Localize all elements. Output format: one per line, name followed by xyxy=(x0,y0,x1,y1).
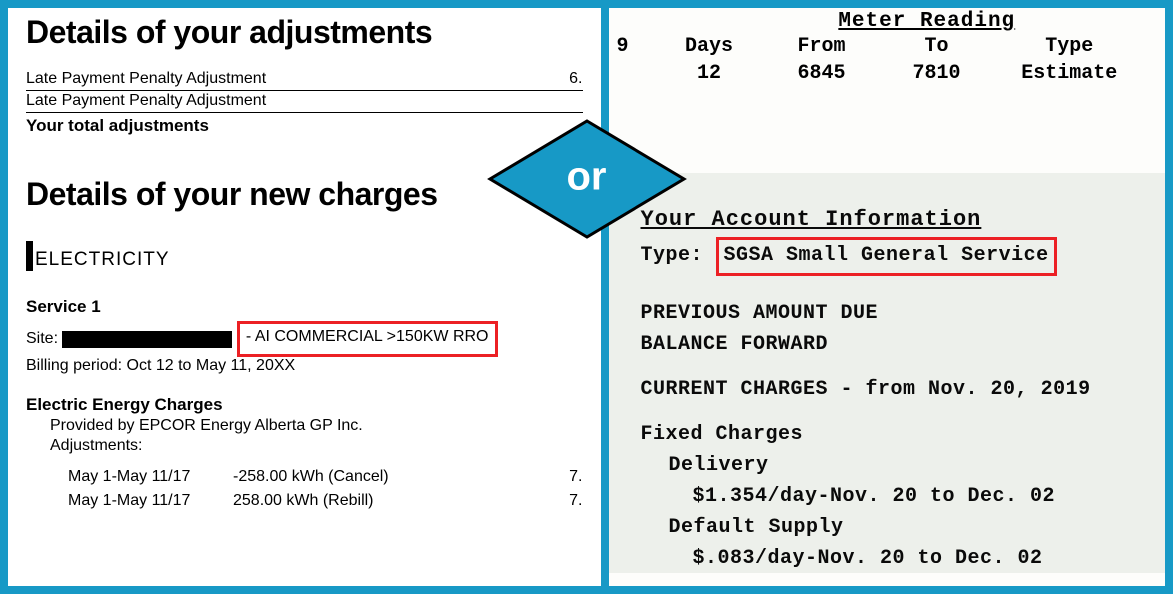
adjustment-label: Late Payment Penalty Adjustment xyxy=(26,70,266,88)
current-charges: CURRENT CHARGES - from Nov. 20, 2019 xyxy=(641,374,1166,405)
meter-val-blank xyxy=(617,62,657,85)
adjustment-label: Late Payment Penalty Adjustment xyxy=(26,92,266,110)
default-supply-label: Default Supply xyxy=(669,512,1166,543)
delivery-label: Delivery xyxy=(669,450,1166,481)
account-type-highlight: SGSA Small General Service xyxy=(716,237,1057,276)
default-supply-rate: $.083/day-Nov. 20 to Dec. 02 xyxy=(693,543,1166,574)
or-label: or xyxy=(567,155,607,200)
meter-columns: 9 Days From To Type xyxy=(609,33,1166,58)
balance-forward: BALANCE FORWARD xyxy=(641,329,1166,360)
fixed-charges-label: Fixed Charges xyxy=(641,419,1166,450)
electricity-section: ELECTRICITY xyxy=(26,241,583,271)
energy-row: May 1-May 11/17 -258.00 kWh (Cancel) 7. xyxy=(68,465,583,489)
adjustments-label: Adjustments: xyxy=(50,437,583,455)
redaction-bar-icon xyxy=(26,241,33,271)
previous-amount-due: PREVIOUS AMOUNT DUE xyxy=(641,298,1166,329)
site-line: Site: - AI COMMERCIAL >150KW RRO xyxy=(26,321,583,357)
site-label: Site: xyxy=(26,330,58,347)
meter-val-to: 7810 xyxy=(882,62,992,85)
adjustment-row: Late Payment Penalty Adjustment xyxy=(26,91,583,113)
energy-amt: 7. xyxy=(443,492,583,510)
meter-col-from: From xyxy=(762,35,882,58)
energy-amt: 7. xyxy=(443,468,583,486)
meter-col-to: To xyxy=(882,35,992,58)
adjustment-amount: 6. xyxy=(569,70,582,88)
energy-charges-block: Electric Energy Charges Provided by EPCO… xyxy=(26,395,583,513)
service-block: Service 1 Site: - AI COMMERCIAL >150KW R… xyxy=(26,297,583,375)
meter-val-days: 12 xyxy=(657,62,762,85)
energy-kwh: 258.00 kWh (Rebill) xyxy=(233,492,443,510)
delivery-rate: $1.354/day-Nov. 20 to Dec. 02 xyxy=(693,481,1166,512)
redaction-bar-icon xyxy=(62,331,232,348)
or-divider: or xyxy=(487,118,687,240)
energy-charges-title: Electric Energy Charges xyxy=(26,395,583,415)
bill-panel-right: Meter Reading 9 Days From To Type 12 684… xyxy=(609,8,1166,586)
heading-adjustments: Details of your adjustments xyxy=(26,14,583,51)
energy-kwh: -258.00 kWh (Cancel) xyxy=(233,468,443,486)
adjustment-row: Late Payment Penalty Adjustment 6. xyxy=(26,69,583,91)
energy-period: May 1-May 11/17 xyxy=(68,492,233,510)
rate-code-highlight: - AI COMMERCIAL >150KW RRO xyxy=(237,321,498,357)
bill-panel-left: Details of your adjustments Late Payment… xyxy=(8,8,601,586)
electricity-label: ELECTRICITY xyxy=(35,249,170,270)
meter-val-type: Estimate xyxy=(992,62,1148,85)
meter-values: 12 6845 7810 Estimate xyxy=(609,58,1166,85)
meter-reading-title: Meter Reading xyxy=(838,10,1015,33)
account-info-block: Your Account Information Type: SGSA Smal… xyxy=(609,173,1166,573)
service-title: Service 1 xyxy=(26,297,583,317)
meter-col-frag: 9 xyxy=(617,35,657,58)
energy-period: May 1-May 11/17 xyxy=(68,468,233,486)
meter-col-days: Days xyxy=(657,35,762,58)
energy-rows: May 1-May 11/17 -258.00 kWh (Cancel) 7. … xyxy=(68,465,583,513)
billing-period: Billing period: Oct 12 to May 11, 20XX xyxy=(26,357,583,375)
meter-col-type: Type xyxy=(992,35,1148,58)
type-label: Type: xyxy=(641,244,704,267)
energy-row: May 1-May 11/17 258.00 kWh (Rebill) 7. xyxy=(68,489,583,513)
provided-by: Provided by EPCOR Energy Alberta GP Inc. xyxy=(50,417,583,435)
account-type-line: Type: SGSA Small General Service xyxy=(641,237,1166,276)
meter-val-from: 6845 xyxy=(762,62,882,85)
account-info-title: Your Account Information xyxy=(641,203,1166,237)
meter-reading-header: Meter Reading xyxy=(609,8,1166,33)
